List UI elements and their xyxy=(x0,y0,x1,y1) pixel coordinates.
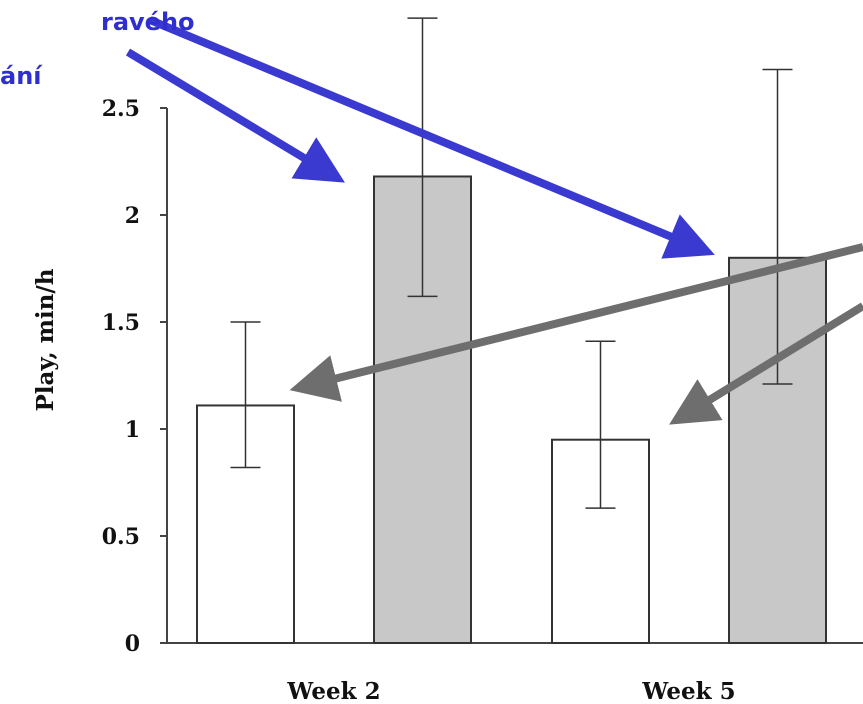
bar xyxy=(728,256,827,644)
x-category-label: Week 5 xyxy=(641,678,735,704)
annotation-text-line1: ravého xyxy=(101,8,195,36)
y-tick-label: 2 xyxy=(125,203,140,229)
annotation-arrows xyxy=(125,16,863,425)
y-axis-title: Play, min/h xyxy=(32,268,59,411)
y-tick-label: 2.5 xyxy=(102,96,140,122)
gray-arrow-to-week5-white-bar xyxy=(669,302,863,425)
y-ticks: 0 0.5 1 1.5 2 2.5 xyxy=(102,96,167,657)
annotation-text-line2: ání xyxy=(0,62,43,90)
x-category-labels: Week 2 Week 5 xyxy=(286,678,735,704)
bars xyxy=(196,175,827,645)
error-bars xyxy=(230,17,793,509)
gray-arrow-to-week2-white-bar xyxy=(289,243,863,402)
y-tick-label: 0 xyxy=(125,631,140,657)
y-tick-label: 0.5 xyxy=(102,524,140,550)
y-tick-label: 1.5 xyxy=(102,310,140,336)
x-category-label: Week 2 xyxy=(286,678,380,704)
blue-arrow-to-week5-gray-bar xyxy=(148,16,715,259)
y-tick-label: 1 xyxy=(125,417,140,443)
blue-arrow-to-week2-gray-bar xyxy=(125,48,345,183)
